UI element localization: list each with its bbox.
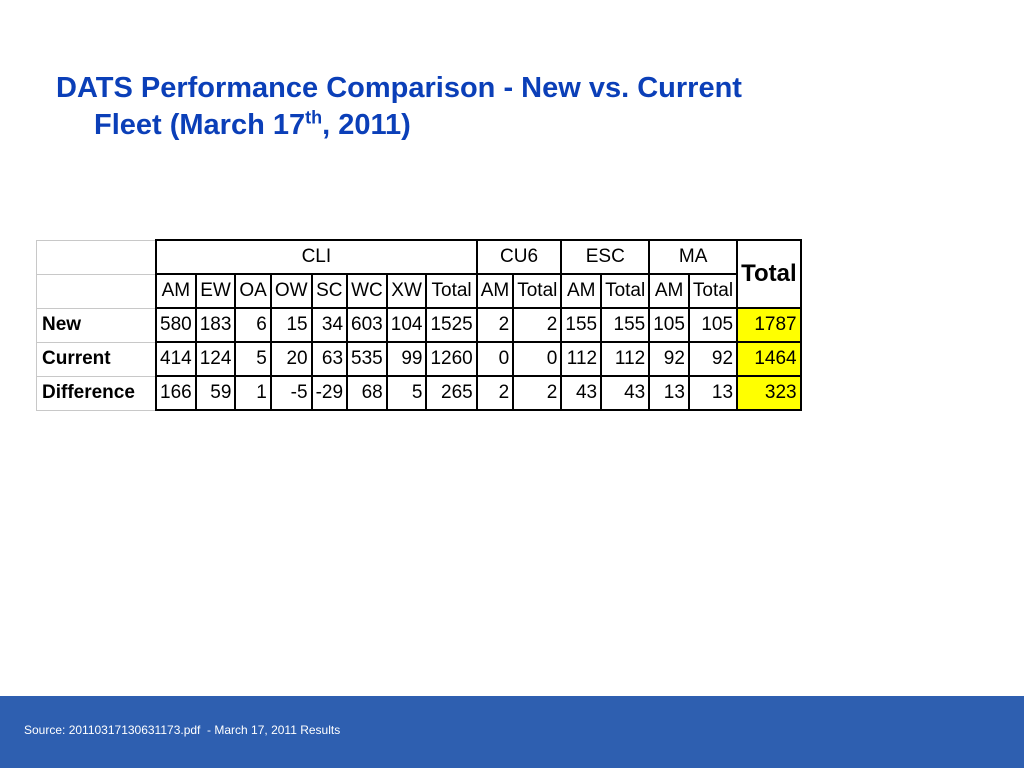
value-cell: 112 [560,341,602,376]
row-label: Current [36,341,157,377]
value-cell: 5 [385,375,427,411]
subheader: AM [475,274,514,309]
value-cell: 105 [648,308,689,342]
value-cell: 1525 [425,308,478,342]
value-cell: 112 [600,341,651,376]
group-header-esc: ESC [560,239,651,275]
value-cell: 68 [346,375,387,411]
page-title: DATS Performance Comparison - New vs. Cu… [56,70,956,144]
performance-table: CLI CU6 ESC MA Total AM EW OA OW SC WC X… [36,239,802,411]
value-cell: 166 [155,375,196,411]
value-cell: 124 [194,341,236,376]
value-cell: 2 [475,375,514,411]
title-line-2-end: , 2011) [322,109,411,141]
subheader: AM [648,274,689,309]
value-cell: 155 [600,308,651,342]
value-cell: 43 [600,375,651,411]
subheader: AM [560,274,602,309]
subheader: Total [687,274,739,309]
value-cell: -5 [269,375,312,411]
table-row: Difference 166 59 1 -5 -29 68 5 265 2 2 … [36,375,802,411]
subheader: Total [425,274,478,309]
row-label: Difference [36,375,157,411]
value-cell: 15 [269,308,312,342]
value-cell: 34 [310,308,348,342]
value-cell: 183 [194,308,236,342]
value-cell: 43 [560,375,602,411]
grand-total-header: Total [736,239,802,309]
value-cell: 603 [346,308,387,342]
subheader: Total [600,274,651,309]
value-cell: 92 [648,341,689,376]
value-cell: 535 [346,341,387,376]
value-cell: 1 [234,375,271,411]
grand-total-cell: 1464 [736,341,802,376]
value-cell: 0 [512,341,563,376]
value-cell: 6 [234,308,271,342]
value-cell: 2 [475,308,514,342]
value-cell: 13 [648,375,689,411]
subheader: Total [512,274,563,309]
value-cell: 0 [475,341,514,376]
subheader: OA [234,274,271,309]
title-line-1: DATS Performance Comparison - New vs. Cu… [56,72,742,104]
value-cell: 99 [385,341,427,376]
value-cell: 63 [310,341,348,376]
footer-bar: Source: 20110317130631173.pdf - March 17… [0,696,1024,768]
subheader: OW [269,274,312,309]
value-cell: 105 [687,308,739,342]
group-header-cu6: CU6 [475,239,563,275]
title-line-2-text: Fleet (March 17 [94,109,306,141]
subheader: EW [194,274,236,309]
group-header-cli: CLI [155,239,478,275]
value-cell: 580 [155,308,196,342]
value-cell: 155 [560,308,602,342]
value-cell: 2 [512,375,563,411]
value-cell: 414 [155,341,196,376]
title-line-2: Fleet (March 17th, 2011) [56,107,956,144]
corner-cell [36,239,157,275]
group-header-row: CLI CU6 ESC MA Total [36,239,802,309]
value-cell: 20 [269,341,312,376]
title-superscript: th [305,107,323,128]
value-cell: 92 [687,341,739,376]
table-row: Current 414 124 5 20 63 535 99 1260 0 0 … [36,341,802,377]
subheader-row: AM EW OA OW SC WC XW Total AM Total AM T… [36,273,801,309]
row-label: New [36,307,157,343]
source-note: Source: 20110317130631173.pdf - March 17… [24,723,341,737]
value-cell: 265 [425,375,478,411]
table-row: New 580 183 6 15 34 603 104 1525 2 2 155… [36,307,802,343]
subheader: SC [310,274,348,309]
value-cell: 13 [687,375,739,411]
value-cell: 104 [385,308,427,342]
corner-cell-2 [36,273,157,309]
subheader: AM [155,274,196,309]
value-cell: 1260 [425,341,478,376]
subheader: XW [385,274,427,309]
subheader: WC [346,274,387,309]
group-header-ma: MA [648,239,739,275]
value-cell: -29 [310,375,348,411]
grand-total-cell: 1787 [736,308,802,342]
value-cell: 5 [234,341,271,376]
value-cell: 59 [194,375,236,411]
grand-total-cell: 323 [736,375,802,411]
value-cell: 2 [512,308,563,342]
